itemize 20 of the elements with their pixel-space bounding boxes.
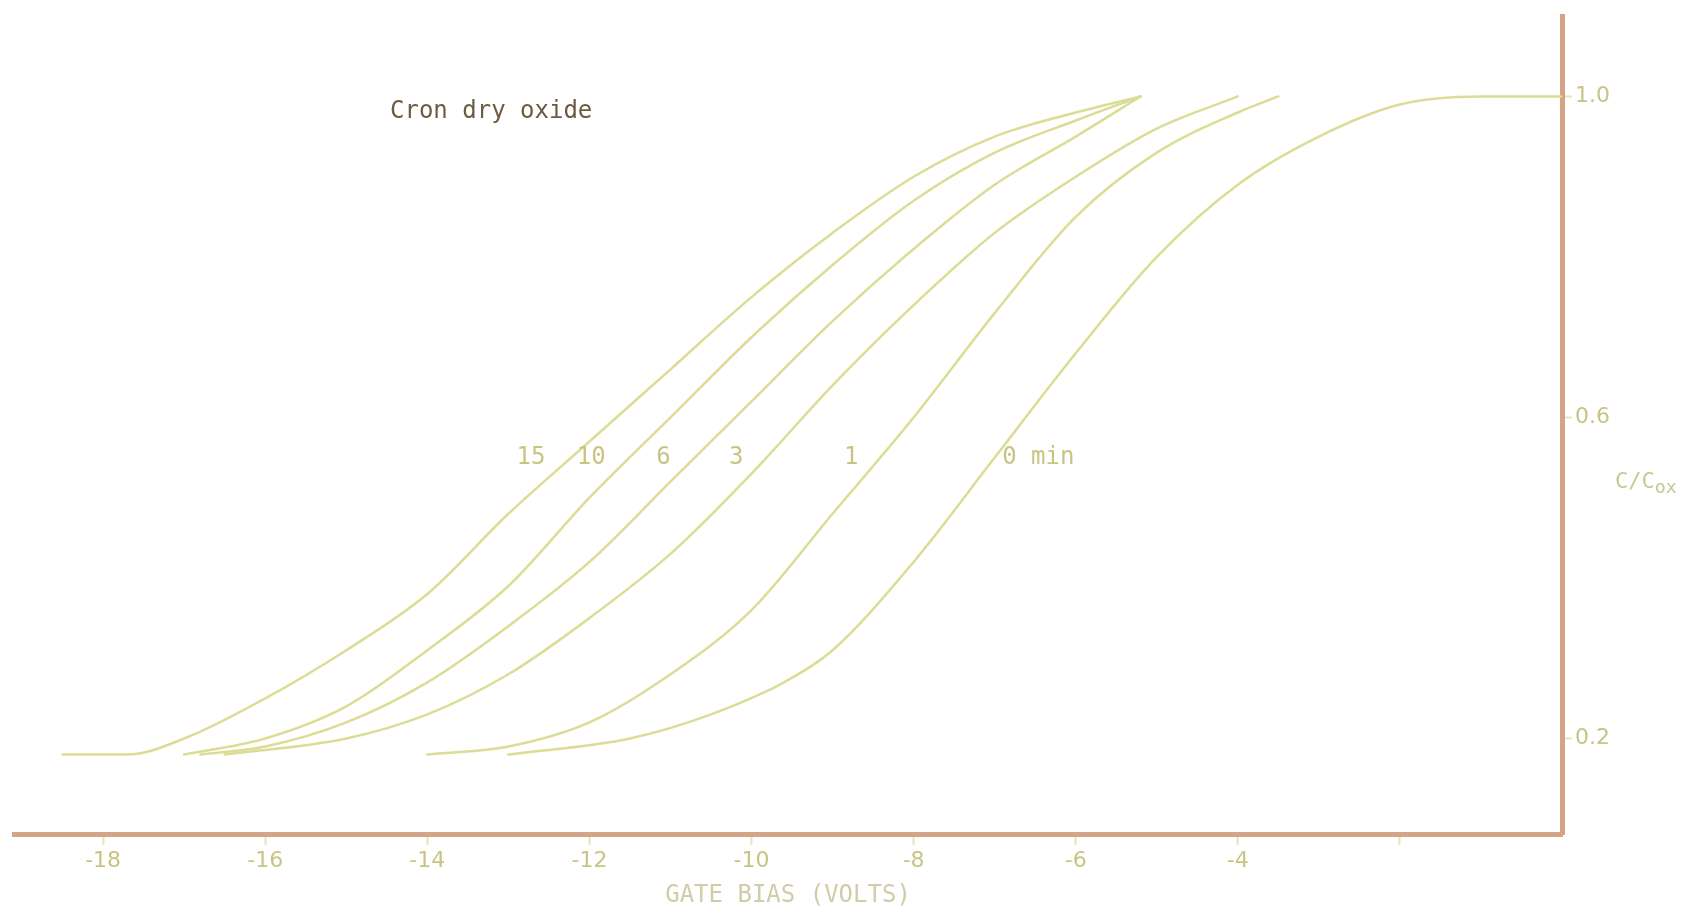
x-axis-title: GATE BIAS (VOLTS) — [665, 879, 911, 908]
series-label: 1 — [843, 441, 859, 470]
series-label: 6 — [656, 441, 671, 470]
x-tick-label: -18 — [85, 846, 122, 872]
y-axis-title: C/C$_{ox}$ — [1615, 468, 1677, 498]
y-tick-label: 0.2 — [1575, 724, 1610, 750]
series-label: 10 — [576, 441, 606, 470]
x-tick-label: -4 — [1226, 846, 1249, 872]
x-tick-label: -10 — [733, 846, 770, 872]
x-tick-label: -16 — [247, 846, 284, 872]
y-tick-label: 0.6 — [1575, 403, 1610, 429]
series-label: 3 — [729, 441, 744, 470]
series-label: 15 — [516, 441, 546, 470]
x-tick-label: -14 — [409, 846, 446, 872]
series-label: 0 min — [1002, 441, 1075, 470]
y-tick-label: 1.0 — [1575, 82, 1610, 108]
annotation: Cron dry oxide — [390, 96, 593, 125]
x-tick-label: -12 — [571, 846, 608, 872]
x-tick-label: -6 — [1064, 846, 1087, 872]
x-tick-label: -8 — [902, 846, 925, 872]
